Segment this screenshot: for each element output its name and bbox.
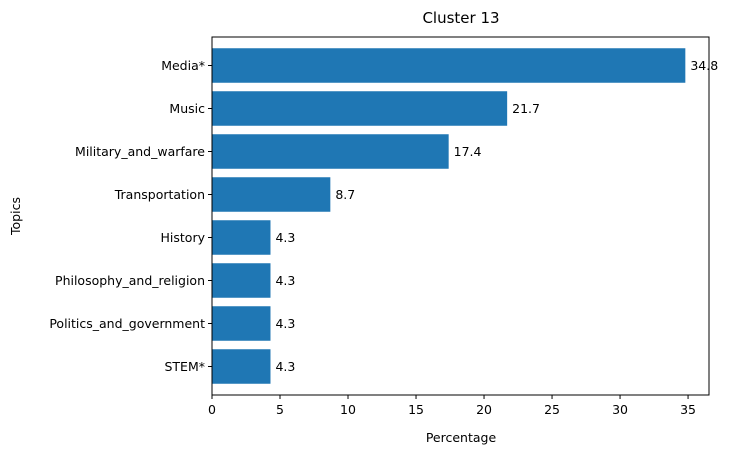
data-label-2: 17.4: [454, 144, 482, 159]
y-axis-title: Topics: [8, 197, 23, 236]
y-tick-label-6: Politics_and_government: [49, 316, 205, 331]
data-label-3: 8.7: [335, 187, 355, 202]
y-tick-label-2: Military_and_warfare: [75, 144, 205, 159]
data-label-6: 4.3: [275, 316, 295, 331]
bar-7: [212, 349, 271, 384]
x-tick-label-4: 20: [476, 402, 492, 417]
y-tick-label-5: Philosophy_and_religion: [55, 273, 205, 288]
bar-3: [212, 177, 331, 212]
data-label-5: 4.3: [275, 273, 295, 288]
data-label-4: 4.3: [275, 230, 295, 245]
data-label-7: 4.3: [275, 359, 295, 374]
y-tick-label-7: STEM*: [164, 359, 205, 374]
x-tick-label-2: 10: [340, 402, 356, 417]
bar-2: [212, 134, 449, 169]
y-tick-layer: Media* Music Military_and_warfare Transport…: [49, 58, 212, 374]
x-tick-label-1: 5: [276, 402, 284, 417]
chart-title: Cluster 13: [422, 9, 499, 27]
y-tick-label-0: Media*: [161, 58, 205, 73]
plot-frame: [211, 36, 710, 396]
y-tick-label-4: History: [161, 230, 206, 245]
y-tick-label-3: Transportation: [114, 187, 205, 202]
data-label-0: 34.8: [690, 58, 718, 73]
x-tick-label-5: 25: [544, 402, 560, 417]
bar-4: [212, 220, 271, 255]
bar-1: [212, 91, 508, 126]
data-labels-layer: 34.8 21.7 17.4 8.7 4.3 4.3 4.3 4.3: [275, 58, 718, 374]
x-tick-label-0: 0: [208, 402, 216, 417]
x-tick-layer: 0 5 10 15 20 25 30 35: [208, 395, 696, 417]
x-axis-title: Percentage: [426, 430, 497, 445]
bar-5: [212, 263, 271, 298]
x-tick-label-6: 30: [612, 402, 628, 417]
bar-0: [212, 48, 686, 83]
bar-6: [212, 306, 271, 341]
bars-layer: [212, 48, 686, 384]
x-tick-label-7: 35: [680, 402, 696, 417]
x-tick-label-3: 15: [408, 402, 424, 417]
y-tick-label-1: Music: [169, 101, 205, 116]
data-label-1: 21.7: [512, 101, 540, 116]
